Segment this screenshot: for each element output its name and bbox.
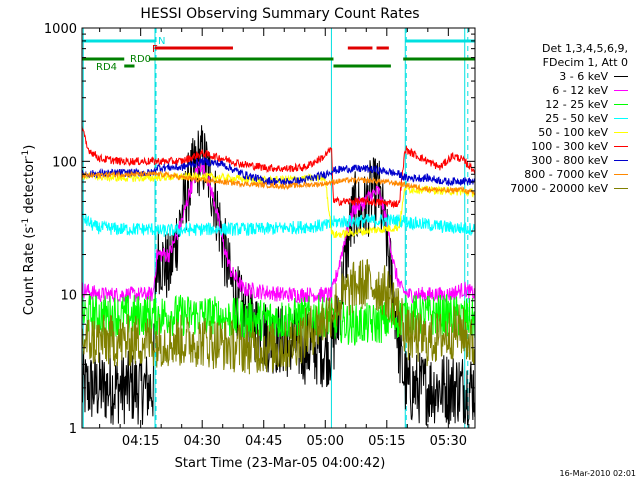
observing-flags bbox=[82, 39, 475, 68]
legend-item: 7000 - 20000 keV bbox=[510, 182, 628, 195]
legend-swatch bbox=[614, 76, 628, 77]
y-tick-label: 1 bbox=[69, 422, 77, 437]
x-tick-label: 04:15 bbox=[122, 434, 159, 449]
series-line-7 bbox=[81, 170, 476, 196]
legend-label: 800 - 7000 keV bbox=[524, 168, 608, 181]
legend-label: 6 - 12 keV bbox=[552, 84, 608, 97]
x-tick-label: 05:30 bbox=[430, 434, 467, 449]
legend-swatch bbox=[614, 90, 628, 91]
legend-item: 800 - 7000 keV bbox=[524, 168, 628, 181]
legend-header-0: Det 1,3,4,5,6,9, bbox=[541, 42, 628, 55]
legend-item: 12 - 25 keV bbox=[545, 98, 628, 111]
flag-label-rd4: RD4 bbox=[96, 62, 117, 73]
series-line-3 bbox=[81, 211, 476, 238]
chart-title: HESSI Observing Summary Count Rates bbox=[140, 6, 419, 22]
legend-swatch bbox=[614, 188, 628, 189]
legend-item: 50 - 100 keV bbox=[538, 126, 628, 139]
legend-swatch bbox=[614, 160, 628, 161]
footer-timestamp: 16-Mar-2010 02:01 bbox=[560, 469, 637, 478]
legend-item: 25 - 50 keV bbox=[545, 112, 628, 125]
legend-label: 12 - 25 keV bbox=[545, 98, 608, 111]
x-axis-label: Start Time (23-Mar-05 04:00:42) bbox=[175, 456, 386, 471]
legend-swatch bbox=[614, 146, 628, 147]
legend-item: 300 - 800 keV bbox=[531, 154, 628, 167]
flag-label-f: F bbox=[152, 44, 158, 55]
legend-item: 3 - 6 keV bbox=[559, 70, 628, 83]
series-lines bbox=[81, 125, 476, 427]
legend-label: 7000 - 20000 keV bbox=[510, 182, 608, 195]
axes: 1 10 100 1000 04:15 04:30 04:45 05:00 05:15 05:30 bbox=[44, 22, 475, 449]
series-line-5 bbox=[81, 125, 476, 209]
y-axis-label: Count Rate (s-1 detector-1) bbox=[21, 145, 37, 316]
flag-label-n: N bbox=[158, 36, 165, 47]
legend-label: 25 - 50 keV bbox=[545, 112, 608, 125]
plot-frame bbox=[81, 27, 476, 429]
legend-header-1: FDecim 1, Att 0 bbox=[542, 56, 628, 69]
legend-swatch bbox=[614, 174, 628, 175]
y-tick-label: 1000 bbox=[44, 22, 77, 37]
flag-label-rd0: RD0 bbox=[130, 54, 151, 65]
legend-item: 100 - 300 keV bbox=[531, 140, 628, 153]
y-tick-label: 100 bbox=[52, 155, 77, 170]
y-tick-label: 10 bbox=[60, 289, 77, 304]
legend-label: 50 - 100 keV bbox=[538, 126, 608, 139]
x-tick-label: 04:45 bbox=[245, 434, 282, 449]
series-line-8 bbox=[81, 258, 476, 375]
legend-swatch bbox=[614, 118, 628, 119]
x-tick-label: 05:15 bbox=[368, 434, 405, 449]
legend-swatch bbox=[614, 132, 628, 133]
legend-label: 3 - 6 keV bbox=[559, 70, 608, 83]
series-line-0 bbox=[81, 125, 476, 427]
x-tick-label: 04:30 bbox=[183, 434, 220, 449]
legend-item: 6 - 12 keV bbox=[552, 84, 628, 97]
legend-swatch bbox=[614, 104, 628, 105]
legend-label: 300 - 800 keV bbox=[531, 154, 608, 167]
x-tick-label: 05:00 bbox=[307, 434, 344, 449]
legend-label: 100 - 300 keV bbox=[531, 140, 608, 153]
